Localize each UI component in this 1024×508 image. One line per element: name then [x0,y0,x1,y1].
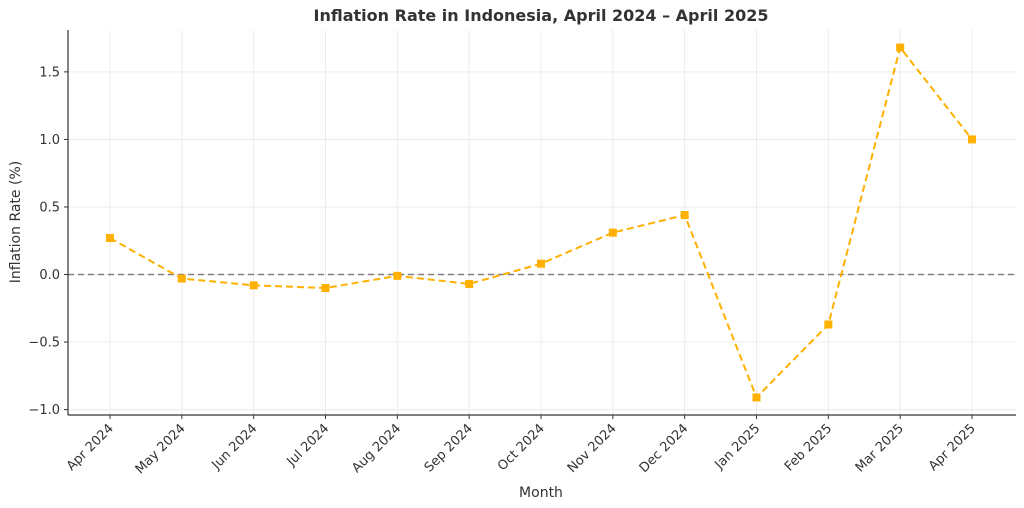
data-point-marker [752,393,761,402]
data-point-marker [393,271,402,280]
data-point-marker [249,281,258,290]
data-point-marker [608,228,617,237]
y-tick-label: 0.5 [39,200,60,215]
x-tick-label: Sep 2024 [422,421,476,475]
x-tick-label: Feb 2025 [782,421,835,474]
series-group [106,43,976,402]
y-tick-label: −0.5 [28,336,60,351]
data-point-marker [896,43,905,52]
x-tick-label: Jan 2025 [712,421,764,473]
data-point-marker [824,320,833,329]
x-tick-label: Apr 2024 [64,421,117,474]
data-point-marker [177,274,186,283]
y-tick-label: −1.0 [28,403,60,418]
data-point-marker [968,135,976,144]
y-tick-label: 1.5 [39,65,60,80]
data-point-marker [537,259,545,268]
chart-title: Inflation Rate in Indonesia, April 2024 … [314,6,769,25]
data-point-marker [321,284,330,293]
x-tick-label: May 2024 [133,421,189,477]
axes [67,30,1016,416]
x-tick-label: Mar 2025 [853,421,907,475]
grid [68,30,1016,415]
x-axis-label: Month [519,485,563,501]
x-tick-label: Aug 2024 [349,421,404,476]
x-tick-label: Oct 2024 [495,421,548,474]
y-tick-label: 1.0 [39,133,60,148]
data-point-marker [465,279,474,288]
x-tick-label: Jul 2024 [284,421,333,470]
x-tick-label: Jun 2024 [209,421,261,473]
y-axis-label: Inflation Rate (%) [8,161,24,283]
data-point-marker [680,211,689,220]
x-tick-label: Apr 2025 [926,421,979,474]
x-tick-label: Nov 2024 [565,421,620,476]
y-tick-label: 0.0 [39,268,60,283]
data-point-marker [106,234,114,243]
x-tick-label: Dec 2024 [637,421,692,476]
